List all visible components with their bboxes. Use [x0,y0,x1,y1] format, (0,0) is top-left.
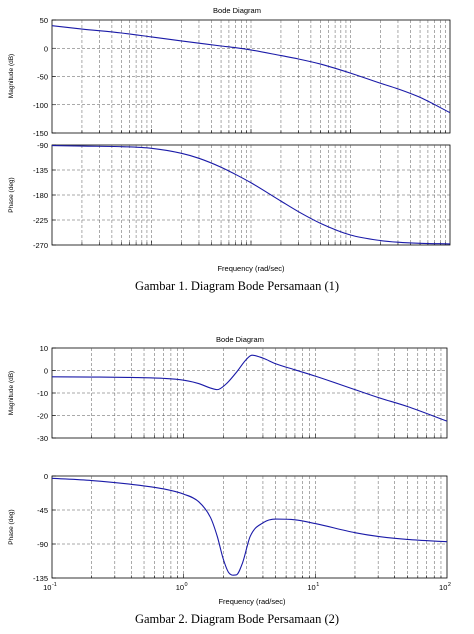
bode-panel-3: 10 0 -10 -20 -30 Bode Diagram Magnitude (dB) [8,335,448,443]
x-tick-exponent: -1 [52,582,57,588]
series-line [51,145,451,245]
y-axis-label: Magnitude (dB) [8,371,15,415]
y-tick-label: -45 [37,506,48,515]
x-tick-exponent: 2 [448,582,451,588]
y-axis-label: Phase (deg) [8,509,15,544]
y-tick-label: 0 [44,44,48,53]
series-line [51,354,448,422]
x-tick-label: 10-1 [43,582,57,592]
y-tick-label: -90 [37,540,48,549]
x-tick-label: 102 [439,582,451,592]
y-tick-label: -10 [37,389,48,398]
y-tick-label: -225 [33,216,48,225]
y-tick-label: -135 [33,166,48,175]
figure-2-caption: Gambar 2. Diagram Bode Persamaan (2) [134,612,340,626]
x-tick-label: 101 [307,582,319,592]
y-tick-label: -30 [37,434,48,443]
y-tick-label: 0 [44,367,48,376]
x-axis-label: Frequency (rad/sec) [218,597,286,606]
y-tick-label: -150 [33,129,48,138]
y-tick-label: 10 [40,344,48,353]
x-tick-exponent: 1 [316,582,319,588]
y-axis-label: Magnitude (dB) [8,54,15,98]
y-tick-label: -135 [33,574,48,583]
x-tick-exponent: 0 [185,582,188,588]
series-line [51,25,451,114]
chart-title: Bode Diagram [216,335,264,344]
y-tick-label: -90 [37,141,48,150]
bode-panel-2: -90 -135 -180 -225 -270 Phase (deg) Frequency … [8,141,451,273]
y-tick-label: -270 [33,241,48,250]
series-line [51,477,448,576]
y-tick-label: 0 [44,472,48,481]
figure-1-caption: Gambar 1. Diagram Bode Persamaan (1) [134,279,340,293]
y-tick-label: -100 [33,101,48,110]
bode-panel-1: 50 0 -50 -100 -150 Bode Diagram Magnitude (dB) [8,6,451,138]
y-axis-label: Phase (deg) [8,177,15,212]
plot-area [51,475,448,579]
y-tick-label: -20 [37,412,48,421]
y-tick-label: -180 [33,191,48,200]
y-tick-label: -50 [37,73,48,82]
chart-title: Bode Diagram [213,6,261,15]
x-tick-label: 100 [176,582,188,592]
y-tick-label: 50 [40,16,48,25]
x-axis-label: Frequency (rad/sec) [217,264,285,273]
